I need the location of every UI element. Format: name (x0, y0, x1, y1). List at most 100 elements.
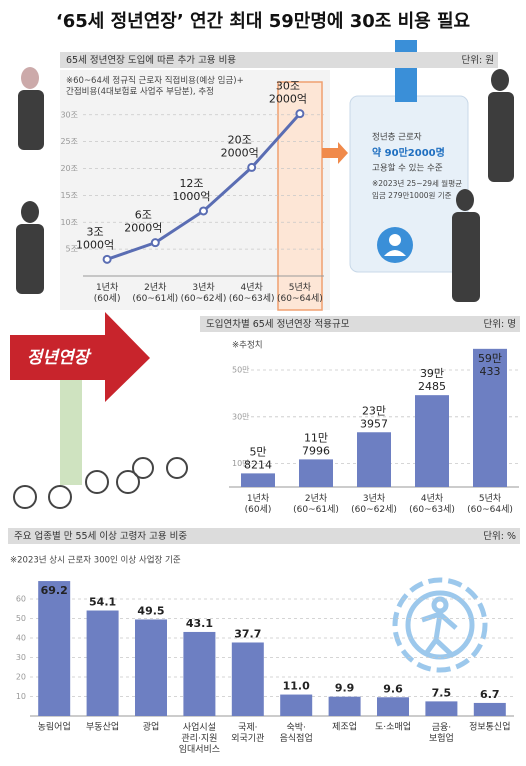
sign: 정년연장 (10, 312, 150, 485)
figure-body (488, 92, 514, 182)
chart-title: 도입연차별 65세 정년연장 적용규모 (206, 318, 350, 330)
figure-body (452, 212, 480, 302)
x-tick-label: 5년차 (60~64세) (467, 492, 513, 515)
wheel (132, 457, 154, 479)
value-label: 3조 1000억 (76, 225, 114, 251)
bikes (13, 457, 188, 509)
bar (135, 619, 167, 716)
value-label: 39만 2485 (418, 367, 446, 393)
x-tick-label: 2년차 (60~61세) (293, 492, 339, 515)
figure-body (16, 224, 44, 294)
point (247, 162, 257, 172)
y-tick-label: 15조 (60, 191, 78, 200)
gear-outer (392, 577, 488, 673)
bar (473, 702, 506, 716)
wheel (116, 470, 140, 494)
value-label: 54.1 (89, 596, 116, 609)
bar (415, 395, 449, 487)
sign-arrow (10, 312, 150, 402)
page-title: ‘65세 정년연장’ 연간 최대 59만명에 30조 비용 필요 (56, 11, 470, 32)
x-tick-label: 1년차 (60세) (94, 281, 121, 304)
value-label: 12조 1000억 (172, 177, 210, 203)
unit-label: 단위: 원 (462, 54, 494, 66)
y-tick-label: 20 (16, 673, 26, 682)
bar (38, 581, 71, 716)
point (199, 206, 208, 216)
chart-note: ※2023년 상시 근로자 300인 이상 사업장 기준 (10, 555, 181, 566)
card-line: 정년층 근로자 (372, 132, 422, 143)
gear-person (421, 611, 458, 657)
bar (86, 610, 119, 716)
y-tick-label: 25조 (60, 137, 78, 146)
value-label: 9.6 (383, 682, 403, 695)
chart-title: 주요 업종별 만 55세 이상 고령자 고용 비중 (14, 530, 187, 542)
point (295, 109, 305, 119)
x-tick-label: 숙박· 음식점업 (280, 722, 313, 744)
x-tick-label: 5년차 (60~64세) (277, 281, 323, 304)
bar (328, 696, 361, 716)
card-line: 임금 279만1000원 기준 (372, 191, 452, 200)
card-avatar-body (384, 250, 406, 256)
x-tick-label: 금융· 보험업 (429, 722, 454, 744)
bar (377, 697, 409, 716)
card-line: 고용할 수 있는 수준 (372, 163, 443, 174)
y-tick-label: 30만 (232, 412, 250, 421)
y-tick-label: 20조 (60, 164, 78, 173)
bar (241, 473, 275, 487)
unit-label: 단위: % (483, 530, 516, 542)
value-label: 5만 8214 (244, 445, 272, 471)
card-text: 정년층 근로자 약 90만2000명 고용할 수 있는 수준 ※2023년 25… (372, 132, 462, 201)
value-label: 49.5 (137, 604, 164, 617)
value-label: 11.0 (283, 680, 310, 693)
y-tick-label: 10조 (60, 218, 78, 227)
y-tick-label: 50 (16, 614, 26, 623)
sign-text: 정년연장 (27, 348, 93, 368)
chart-title: 65세 정년연장 도입에 따른 추가 고용 비용 (66, 54, 236, 66)
y-tick-label: 40 (16, 634, 26, 643)
value-label: 59만 433 (478, 352, 502, 378)
figure-head (491, 69, 509, 91)
y-tick-label: 5조 (66, 245, 78, 254)
x-tick-label: 3년차 (60~62세) (181, 281, 227, 304)
value-label: 30조 2000억 (269, 80, 307, 106)
x-tick-label: 광업 (143, 721, 160, 733)
bar (357, 432, 391, 487)
y-tick-label: 10만 (232, 459, 250, 468)
figure-head (21, 201, 39, 223)
x-tick-label: 제조업 (332, 722, 357, 733)
point (150, 238, 160, 248)
gear-inner (405, 590, 475, 660)
value-label: 6.7 (480, 688, 500, 701)
value-label: 37.7 (234, 627, 261, 640)
panel-header (8, 528, 520, 544)
y-tick-label: 30조 (60, 110, 78, 119)
y-tick-label: 50만 (232, 366, 250, 375)
figure-head (456, 189, 474, 211)
figures (16, 67, 514, 302)
wheel (48, 485, 72, 509)
y-tick-label: 30 (16, 653, 26, 662)
figure-body (18, 90, 44, 150)
bar (280, 694, 313, 716)
x-tick-label: 국제· 외국기관 (231, 722, 264, 744)
panel-header (60, 52, 498, 68)
y-tick-label: 60 (16, 595, 26, 604)
panel-header (200, 316, 520, 332)
x-tick-label: 1년차 (60세) (245, 492, 272, 515)
x-tick-label: 2년차 (60~61세) (132, 281, 178, 304)
x-tick-label: 농림어업 (38, 721, 71, 733)
bar (473, 348, 507, 487)
wheel (85, 470, 109, 494)
bar (299, 459, 333, 487)
x-tick-label: 4년차 (60~63세) (409, 492, 455, 515)
value-label: 43.1 (186, 617, 213, 630)
value-label: 9.9 (335, 682, 355, 695)
x-tick-label: 4년차 (60~63세) (229, 281, 275, 304)
highlight-box (277, 81, 323, 311)
wheel (166, 457, 188, 479)
unit-label: 단위: 명 (484, 318, 516, 330)
y-tick-label: 10 (16, 692, 26, 701)
card-line: 약 90만2000명 (372, 146, 445, 159)
wheel (13, 485, 37, 509)
